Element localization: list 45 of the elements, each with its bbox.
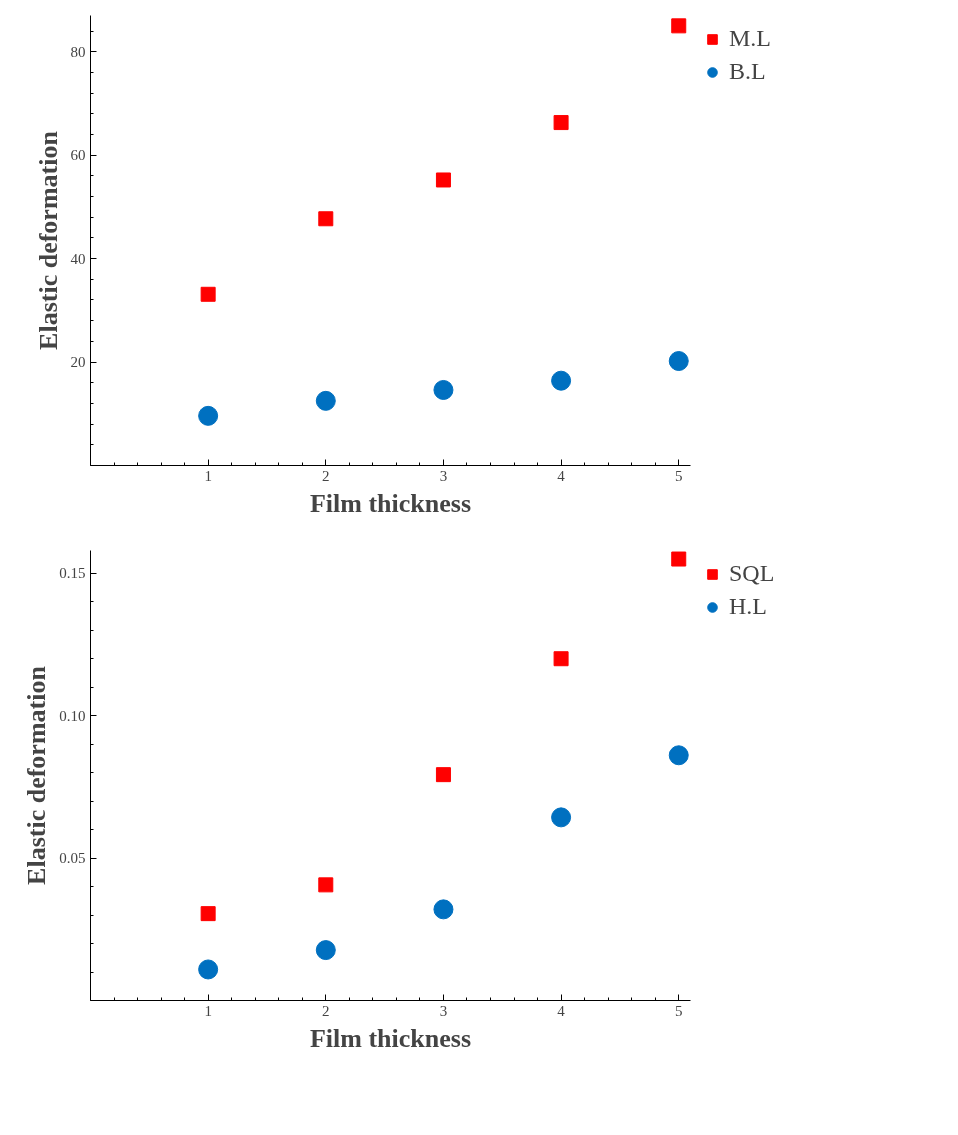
- x-tick-label: 3: [439, 1002, 448, 1019]
- point: [198, 959, 219, 980]
- point: [318, 877, 334, 893]
- x-tick-label: 1: [204, 467, 212, 484]
- x-tick-label: 2: [322, 467, 330, 484]
- point: [433, 380, 454, 400]
- y-axis-title: Elastic deformation: [33, 130, 63, 350]
- x-axis-title: Film thickness: [309, 1023, 472, 1053]
- point: [671, 551, 687, 567]
- point: [315, 390, 336, 411]
- legend-label: B.L: [729, 58, 767, 85]
- legend-label: M.L: [729, 25, 772, 52]
- point: [433, 899, 454, 920]
- point: [668, 351, 689, 371]
- point: [551, 370, 572, 391]
- point: [668, 745, 689, 766]
- y-tick-label: 0.15: [59, 565, 86, 582]
- x-axis-title: Film thickness: [309, 488, 472, 518]
- y-tick-label: 80: [70, 43, 86, 60]
- point: [551, 807, 572, 828]
- x-tick-label: 5: [674, 1002, 683, 1019]
- point: [200, 906, 216, 922]
- point: [318, 211, 334, 227]
- point: [671, 18, 687, 34]
- y-tick-label: 40: [70, 250, 86, 267]
- y-axis-title: Elastic deformation: [22, 665, 52, 885]
- point: [553, 651, 569, 667]
- x-tick-label: 3: [439, 467, 448, 484]
- point: [435, 767, 451, 783]
- x-tick-label: 4: [557, 1002, 566, 1019]
- point: [315, 940, 336, 961]
- y-tick-label: 0.05: [59, 850, 86, 867]
- legend-label: H.L: [729, 593, 768, 620]
- point: [435, 172, 451, 188]
- x-tick-label: 1: [204, 1002, 212, 1019]
- x-tick-label: 5: [674, 467, 683, 484]
- y-tick-label: 20: [70, 354, 86, 371]
- x-tick-label: 2: [322, 1002, 330, 1019]
- point: [200, 286, 216, 302]
- y-tick-label: 60: [70, 147, 86, 164]
- point: [553, 115, 569, 131]
- y-tick-label: 0.10: [59, 707, 86, 724]
- legend-label: SQL: [729, 560, 776, 587]
- point: [198, 405, 219, 426]
- x-tick-label: 4: [557, 467, 566, 484]
